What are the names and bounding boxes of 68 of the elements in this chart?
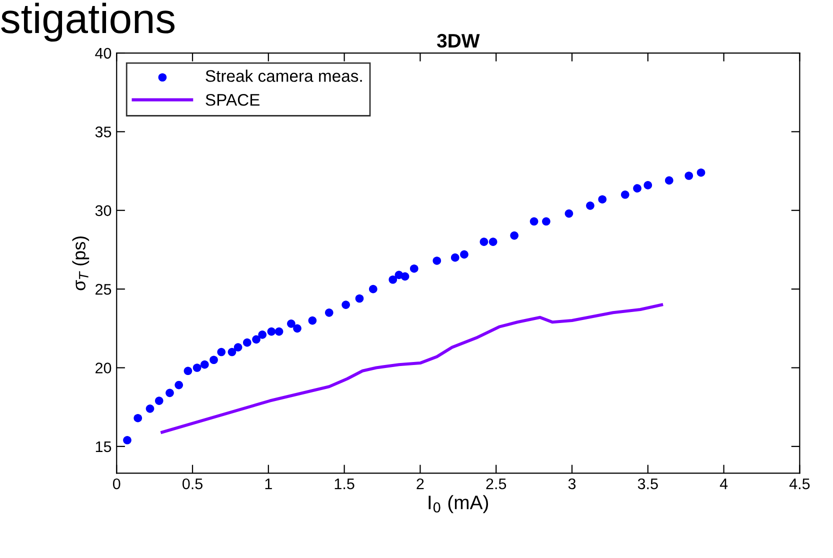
y-tick-label: 15: [96, 441, 112, 452]
point: [542, 217, 550, 226]
y-tick-label: 25: [96, 284, 112, 295]
point: [510, 231, 518, 240]
point: [267, 327, 276, 336]
x-tick-label: 0.5: [182, 478, 202, 490]
point: [217, 348, 226, 356]
x-tick-label: 2.5: [486, 478, 506, 490]
point: [200, 360, 209, 369]
line-series: [160, 303, 664, 434]
point: [355, 294, 364, 303]
x-tick-label: 1.5: [334, 478, 354, 490]
x-tick-label: 3: [568, 478, 576, 490]
point: [287, 320, 296, 328]
point: [184, 366, 192, 376]
point: [274, 327, 284, 336]
y-tick-label: 30: [95, 205, 112, 216]
point: [388, 275, 398, 284]
point: [400, 272, 410, 281]
point: [146, 404, 154, 413]
point: [228, 348, 236, 356]
point: [242, 338, 252, 347]
point: [620, 190, 630, 199]
point: [258, 330, 267, 339]
point: [450, 253, 460, 262]
point: [664, 176, 674, 185]
text: stigations: [1, 2, 175, 42]
point: [598, 195, 607, 204]
point: [234, 343, 242, 352]
point: [324, 308, 334, 317]
point: [480, 238, 488, 246]
x-tick-label: 4: [720, 478, 728, 490]
point: [252, 335, 260, 344]
point: [308, 316, 317, 325]
point: [174, 380, 184, 390]
point: [644, 181, 652, 190]
point: [530, 217, 538, 226]
point: [684, 172, 694, 180]
chart-title: 3DW: [436, 34, 480, 48]
point: [134, 414, 142, 422]
y-tick-label: 40: [95, 48, 112, 59]
point: [410, 264, 418, 273]
y-tick-label: 20: [96, 362, 112, 374]
point: [633, 184, 642, 193]
point: [368, 284, 378, 294]
point: [696, 168, 706, 177]
point: [342, 300, 350, 309]
legend-label: SPACE: [206, 94, 260, 106]
point: [293, 324, 302, 333]
point: [166, 388, 174, 398]
x-tick-label: 4.5: [789, 478, 810, 490]
point: [488, 238, 498, 246]
x-tick-label: 3.5: [638, 478, 658, 490]
point: [154, 396, 164, 405]
legend-label: Streak camera meas.: [206, 70, 362, 82]
point: [210, 356, 218, 364]
point: [123, 436, 132, 444]
point: [192, 364, 202, 372]
x-tick-label: 2: [416, 478, 424, 490]
point: [432, 256, 442, 265]
y-axis-title: σ$_{T}$ (ps): [72, 236, 90, 290]
point: [460, 250, 468, 259]
point: [586, 201, 594, 210]
x-tick-label: 1: [265, 478, 272, 490]
point: [564, 209, 574, 218]
x-tick-label: 0: [112, 478, 120, 490]
x-axis-title: I$_{0}$ (mA): [428, 495, 488, 514]
y-tick-label: 35: [95, 126, 112, 138]
